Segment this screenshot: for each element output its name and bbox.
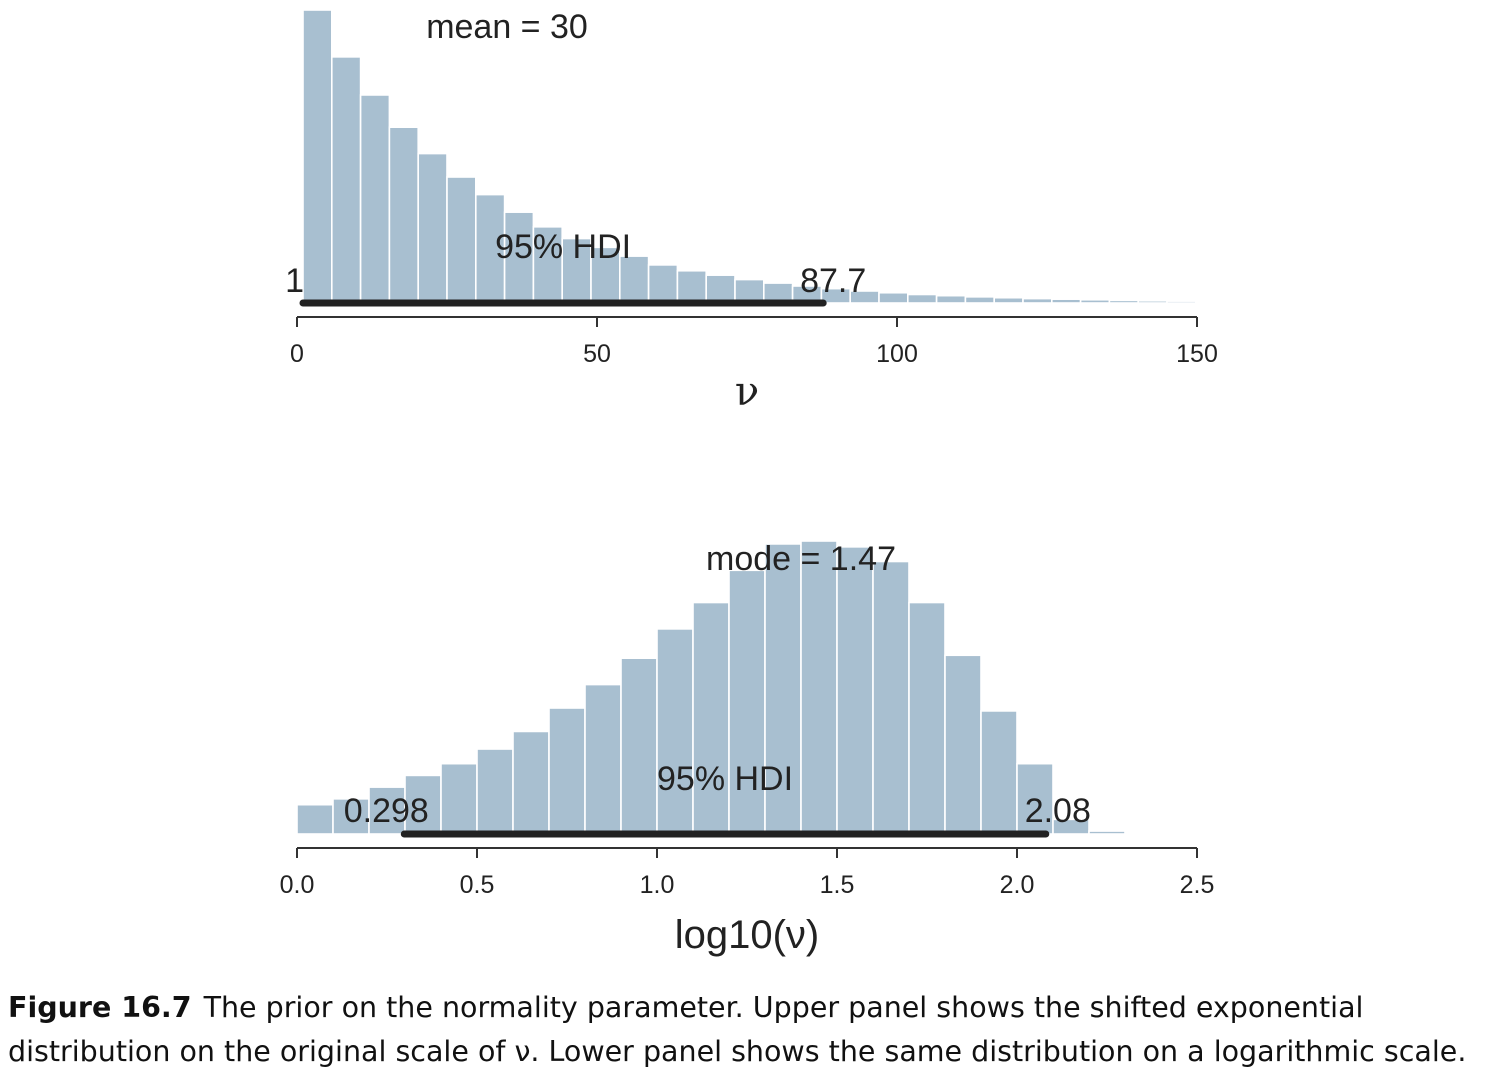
- lower-histogram-bar: [980, 710, 1018, 835]
- figure-caption: Figure 16.7 The prior on the normality pa…: [8, 986, 1502, 1074]
- upper-histogram-bar: [446, 176, 477, 304]
- lower-histogram-bar: [872, 560, 910, 835]
- upper-histogram-bar: [388, 126, 419, 304]
- upper-histogram-bar: [935, 294, 967, 304]
- upper-histogram-bar: [676, 269, 708, 304]
- upper-histogram-bar: [1195, 300, 1226, 304]
- upper-tick-label: 150: [1176, 340, 1218, 368]
- upper-mean-annotation: mean = 30: [426, 8, 588, 46]
- upper-histogram-bar: [330, 56, 362, 304]
- upper-histogram-bar: [906, 293, 938, 304]
- lower-histogram-bar: [548, 707, 586, 835]
- upper-bars: [302, 9, 1226, 304]
- upper-histogram-bar: [1079, 298, 1111, 304]
- lower-histogram-bar: [584, 683, 622, 835]
- lower-hdi-high-label: 2.08: [1025, 792, 1091, 830]
- lower-histogram-bar: [440, 762, 478, 835]
- lower-histogram-panel: 0.298 2.08 95% HDI mode = 1.47 0.0 0.5 1.0…: [280, 540, 1215, 957]
- lower-histogram-bar: [908, 601, 946, 835]
- upper-tick-label: 0: [290, 340, 304, 368]
- upper-histogram-bar: [734, 278, 765, 304]
- lower-histogram-bar: [512, 730, 550, 835]
- lower-mode-annotation: mode = 1.47: [706, 540, 896, 578]
- upper-x-axis-label: ν: [735, 369, 759, 415]
- lower-histogram-bar: [332, 798, 370, 835]
- upper-histogram-panel: 1 87.7 95% HDI mean = 30 0 50 100 150 ν: [285, 8, 1226, 415]
- upper-tick-label: 100: [876, 340, 918, 368]
- lower-x-axis: 0.0 0.5 1.0 1.5 2.0 2.5: [280, 847, 1215, 899]
- lower-bars: [296, 540, 1126, 835]
- upper-histogram-bar: [705, 274, 736, 304]
- upper-histogram-bar: [1051, 298, 1082, 304]
- lower-tick-label: 0.5: [460, 871, 495, 899]
- lower-histogram-bar: [944, 654, 982, 835]
- upper-histogram-bar: [1137, 300, 1168, 304]
- lower-histogram-bar: [728, 569, 766, 835]
- upper-histogram-bar: [359, 94, 391, 304]
- lower-hdi-low-label: 0.298: [344, 792, 429, 830]
- lower-histogram-bar: [620, 657, 658, 835]
- lower-tick-label: 1.0: [640, 871, 675, 899]
- lower-hdi-title: 95% HDI: [657, 760, 793, 798]
- upper-histogram-bar: [647, 264, 679, 304]
- upper-hdi-low-label: 1: [285, 262, 304, 300]
- lower-x-axis-label: log10(ν): [675, 913, 820, 957]
- upper-histogram-bar: [474, 193, 506, 304]
- lower-histogram-bar: [296, 803, 334, 835]
- upper-histogram-bar: [1108, 299, 1140, 304]
- lower-histogram-bar: [836, 546, 874, 835]
- lower-histogram-bar: [1016, 762, 1054, 835]
- upper-histogram-bar: [1022, 297, 1053, 304]
- upper-hdi-high-label: 87.7: [800, 262, 866, 300]
- caption-text: The prior on the normality parameter. Up…: [8, 991, 1467, 1068]
- lower-histogram-bar: [692, 601, 730, 835]
- upper-histogram-bar: [964, 296, 996, 304]
- lower-tick-label: 1.5: [820, 871, 855, 899]
- lower-tick-label: 2.0: [1000, 871, 1035, 899]
- lower-histogram-bar: [1052, 818, 1090, 835]
- upper-histogram-bar: [417, 152, 448, 304]
- lower-histogram-bar: [656, 628, 694, 835]
- upper-histogram-bar: [878, 291, 909, 304]
- lower-histogram-bar: [800, 540, 838, 835]
- upper-hdi-title: 95% HDI: [495, 228, 631, 266]
- upper-histogram-bar: [1166, 300, 1197, 304]
- upper-tick-label: 50: [583, 340, 611, 368]
- lower-tick-label: 0.0: [280, 871, 315, 899]
- lower-histogram-bar: [1088, 830, 1126, 835]
- upper-histogram-bar: [302, 9, 333, 304]
- upper-histogram-bar: [993, 296, 1024, 304]
- figure-number: Figure 16.7: [8, 991, 192, 1024]
- upper-x-axis: 0 50 100 150: [290, 316, 1218, 368]
- figure-canvas: 1 87.7 95% HDI mean = 30 0 50 100 150 ν 0.2…: [280, 8, 1226, 957]
- lower-tick-label: 2.5: [1180, 871, 1215, 899]
- lower-histogram-bar: [476, 748, 514, 835]
